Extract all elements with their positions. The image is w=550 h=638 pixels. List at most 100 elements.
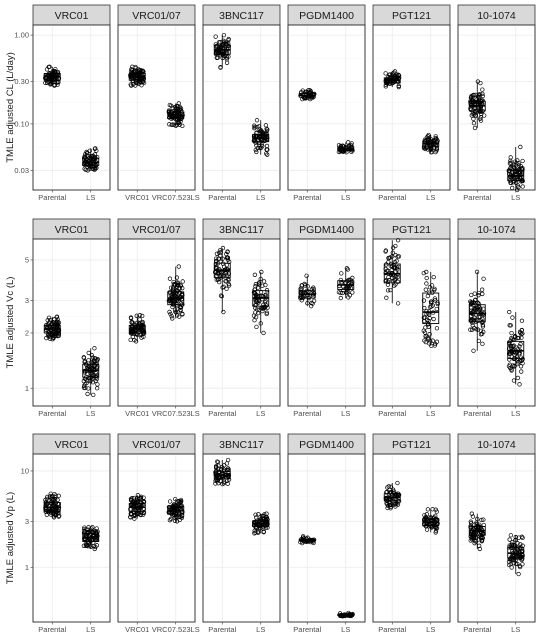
data-point bbox=[263, 282, 268, 288]
data-point bbox=[173, 309, 178, 314]
data-point bbox=[140, 313, 145, 319]
data-point bbox=[424, 275, 429, 281]
data-point bbox=[82, 166, 87, 171]
data-point bbox=[513, 537, 518, 543]
data-point bbox=[394, 265, 400, 270]
data-point bbox=[433, 149, 438, 155]
data-point bbox=[128, 82, 133, 87]
data-point bbox=[480, 341, 485, 347]
data-point bbox=[82, 359, 87, 365]
data-point bbox=[174, 310, 179, 315]
data-point bbox=[47, 494, 53, 499]
data-point bbox=[176, 109, 182, 114]
facet-strip-label: VRC01/07 bbox=[132, 10, 181, 22]
y-tick-label: 1 bbox=[25, 563, 29, 572]
data-point bbox=[474, 305, 479, 311]
data-point bbox=[221, 309, 226, 315]
x-tick-label: Parental bbox=[208, 625, 236, 634]
data-point bbox=[432, 296, 437, 301]
data-point bbox=[395, 75, 400, 80]
data-point bbox=[253, 284, 258, 289]
data-point bbox=[179, 515, 185, 521]
panel-background bbox=[117, 24, 196, 191]
data-point bbox=[395, 238, 401, 243]
data-point bbox=[507, 161, 513, 166]
data-point bbox=[508, 155, 513, 160]
data-point bbox=[432, 343, 437, 348]
data-point bbox=[480, 324, 486, 329]
data-point bbox=[478, 80, 483, 86]
data-point bbox=[55, 501, 60, 507]
data-point bbox=[82, 359, 88, 364]
data-point bbox=[85, 544, 90, 549]
facet-strip-label: PGT121 bbox=[392, 10, 431, 22]
data-point bbox=[396, 84, 401, 90]
data-point bbox=[261, 279, 267, 284]
facet-strip-label: 10-1074 bbox=[477, 439, 516, 451]
x-tick-label: VRC07.523LS bbox=[152, 193, 200, 202]
y-tick-label: 1 bbox=[25, 384, 29, 393]
data-point bbox=[480, 531, 486, 537]
data-point bbox=[93, 166, 98, 172]
data-point bbox=[264, 288, 270, 293]
data-point bbox=[338, 277, 343, 283]
data-point bbox=[130, 320, 136, 326]
facet-strip-label: 3BNC117 bbox=[219, 224, 264, 236]
data-point bbox=[395, 499, 401, 504]
data-point bbox=[263, 151, 269, 156]
x-tick-label: Parental bbox=[38, 625, 66, 634]
x-tick-label: LS bbox=[256, 625, 265, 634]
data-point bbox=[395, 275, 400, 280]
x-tick-label: LS bbox=[86, 409, 95, 418]
data-point bbox=[481, 329, 486, 334]
data-point bbox=[338, 144, 343, 149]
data-point bbox=[469, 292, 474, 298]
data-point bbox=[171, 288, 176, 294]
panel-border bbox=[202, 238, 281, 407]
data-point bbox=[392, 264, 397, 270]
data-point bbox=[54, 320, 59, 326]
data-point bbox=[392, 277, 398, 283]
data-point bbox=[395, 501, 400, 506]
data-point bbox=[517, 382, 522, 387]
x-tick-label: LS bbox=[341, 409, 350, 418]
data-point bbox=[514, 357, 519, 363]
panel-border bbox=[32, 238, 111, 407]
panel-border bbox=[457, 24, 536, 191]
data-point bbox=[81, 355, 86, 360]
data-point bbox=[510, 185, 515, 191]
data-point bbox=[517, 563, 522, 568]
data-point bbox=[430, 507, 435, 512]
data-point bbox=[257, 298, 262, 304]
data-point bbox=[134, 78, 139, 84]
data-point bbox=[49, 81, 54, 86]
x-tick-label: Parental bbox=[38, 193, 66, 202]
data-point bbox=[344, 266, 350, 271]
data-point bbox=[265, 127, 270, 132]
data-point bbox=[435, 301, 440, 307]
panel-border bbox=[202, 453, 281, 623]
data-point bbox=[423, 287, 428, 292]
data-point bbox=[168, 516, 174, 522]
data-point bbox=[217, 279, 222, 285]
data-point bbox=[172, 307, 178, 312]
facet-strip-label: PGDM1400 bbox=[299, 10, 354, 22]
data-point bbox=[253, 140, 258, 145]
data-point bbox=[424, 269, 429, 275]
facet-strip-label: PGT121 bbox=[392, 224, 431, 236]
data-point bbox=[167, 518, 173, 523]
y-tick-label: 5 bbox=[25, 256, 29, 265]
facet-strip-label: 10-1074 bbox=[477, 224, 516, 236]
data-point bbox=[264, 310, 269, 315]
y-tick-label: 10 bbox=[21, 467, 29, 476]
panel-border bbox=[287, 24, 366, 191]
data-point bbox=[171, 505, 176, 510]
data-point bbox=[140, 331, 146, 337]
data-point bbox=[252, 528, 257, 533]
data-point bbox=[172, 518, 178, 524]
data-point bbox=[421, 298, 427, 303]
facet-strip-label: 10-1074 bbox=[477, 10, 516, 22]
data-point bbox=[169, 511, 175, 516]
